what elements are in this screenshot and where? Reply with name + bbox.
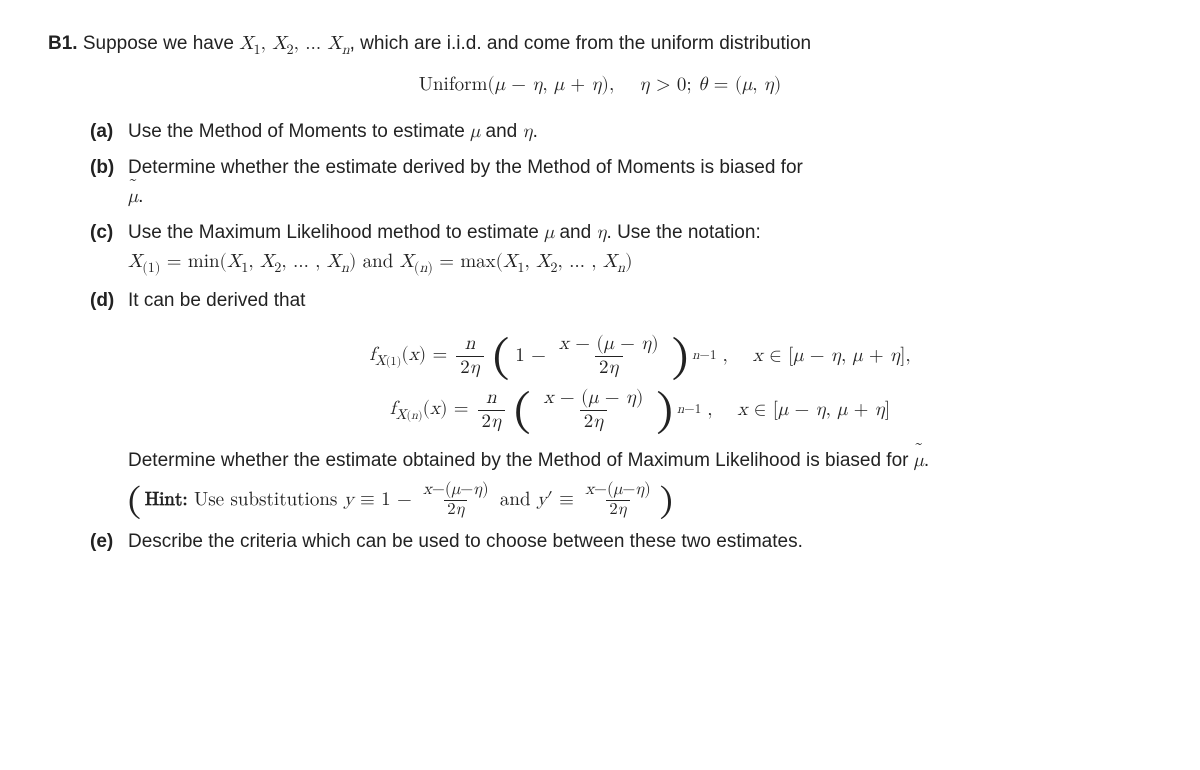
part-c-line2: X(1) = min(X1, X2, … , Xn) and X(n) = ma… xyxy=(128,252,633,271)
part-a-text-pre: Use the Method of Moments to estimate xyxy=(128,121,470,142)
part-a: (a) Use the Method of Moments to estimat… xyxy=(90,118,1152,147)
intro-suffix: , which are i.i.d. and come from the uni… xyxy=(350,33,811,54)
part-b: (b) Determine whether the estimate deriv… xyxy=(90,154,1152,211)
part-d-label: (d) xyxy=(90,287,114,316)
part-c-notation: . Use the notation: xyxy=(607,222,761,243)
part-b-period: . xyxy=(138,186,143,207)
part-c-text-pre: Use the Maximum Likelihood method to est… xyxy=(128,222,544,243)
problem-heading: B1. Suppose we have X1, X2, … Xn, which … xyxy=(48,30,1152,61)
part-e: (e) Describe the criteria which can be u… xyxy=(90,528,1152,557)
hint-text: Use substitutions xyxy=(188,490,344,509)
part-d-conclusion: Determine whether the estimate obtained … xyxy=(128,447,1152,476)
part-d: (d) It can be derived that fX(1)(x) = n … xyxy=(90,287,1152,520)
part-b-text: Determine whether the estimate derived b… xyxy=(128,157,803,178)
part-e-label: (e) xyxy=(90,528,113,557)
intro-prefix: Suppose we have xyxy=(83,33,239,54)
distribution-line: Uniform(μ − η, μ + η), η > 0; θ = (μ, η) xyxy=(48,71,1152,100)
intro-vars: X1, X2, … Xn xyxy=(239,34,349,53)
inner-frac-1: x − (μ − η) 2η xyxy=(555,334,663,379)
mu-c: μ xyxy=(544,223,554,242)
part-a-and: and xyxy=(480,121,522,142)
eta-symbol: η xyxy=(523,122,533,141)
part-d-hint: ( Hint: Use substitutions y ≡ 1 − x−(μ−η… xyxy=(128,482,1152,520)
part-c-label: (c) xyxy=(90,219,113,248)
part-a-label: (a) xyxy=(90,118,113,147)
hint-frac-1: x−(μ−η) 2η xyxy=(420,482,492,520)
parts-list: (a) Use the Method of Moments to estimat… xyxy=(90,118,1152,557)
eta-c: η xyxy=(596,223,606,242)
part-c: (c) Use the Maximum Likelihood method to… xyxy=(90,219,1152,279)
density-fn: fX(n)(x) = n 2η ( x − (μ − η) 2η )n−1 , … xyxy=(390,387,890,433)
n-over-2eta-1: n 2η xyxy=(456,334,484,379)
n-over-2eta-2: n 2η xyxy=(478,388,506,433)
part-e-text: Describe the criteria which can be used … xyxy=(128,531,803,552)
part-c-and: and xyxy=(554,222,596,243)
part-d-intro: It can be derived that xyxy=(128,290,305,311)
mu-symbol: μ xyxy=(470,122,480,141)
mu-tilde-d: μ xyxy=(914,447,924,476)
density-f1: fX(1)(x) = n 2η ( 1 − x − (μ − η) 2η )n−… xyxy=(369,333,910,379)
part-a-period: . xyxy=(533,121,538,142)
mu-tilde: μ xyxy=(128,183,138,212)
hint-frac-2: x−(μ−η) 2η xyxy=(582,482,654,520)
density-equations: fX(1)(x) = n 2η ( 1 − x − (μ − η) 2η )n−… xyxy=(128,329,1152,437)
part-b-label: (b) xyxy=(90,154,114,183)
inner-frac-2: x − (μ − η) 2η xyxy=(540,388,648,433)
problem-label: B1. xyxy=(48,33,78,54)
hint-label: Hint: xyxy=(145,490,188,509)
